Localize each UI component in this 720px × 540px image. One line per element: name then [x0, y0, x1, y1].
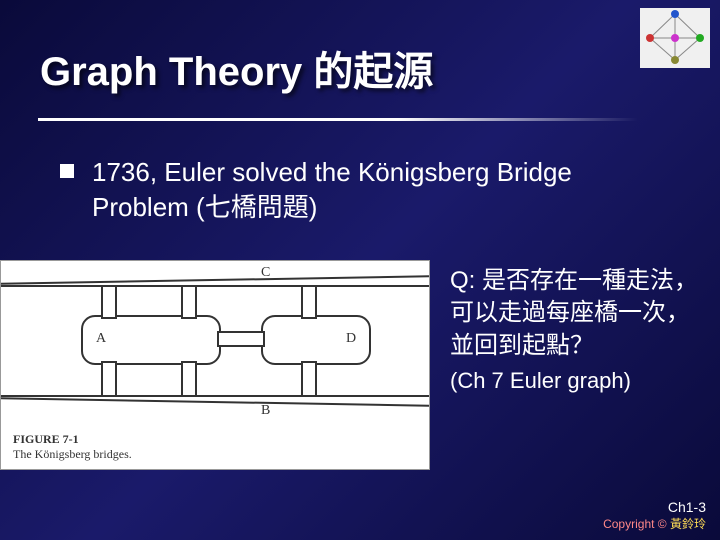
bullet-text: 1736, Euler solved the Königsberg Bridge… [92, 155, 660, 225]
slide-title: Graph Theory 的起源 [40, 50, 433, 94]
corner-graph-icon [640, 8, 710, 68]
figure-caption: FIGURE 7-1 The Königsberg bridges. [13, 432, 132, 463]
label-D: D [346, 331, 356, 347]
author-name: 黃鈴玲 [670, 517, 706, 531]
page-number: Ch1-3 [603, 499, 706, 515]
label-B: B [261, 403, 270, 419]
slide-footer: Ch1-3 Copyright © 黃鈴玲 [603, 499, 706, 532]
chapter-reference: (Ch 7 Euler graph) [450, 366, 700, 396]
bridges-figure: C A D B FIGURE 7-1 The Königsberg bridge… [0, 260, 430, 470]
copyright-label: Copyright © [603, 517, 667, 531]
title-underline [38, 118, 638, 121]
bullet-item: 1736, Euler solved the Königsberg Bridge… [60, 155, 660, 225]
label-C: C [261, 265, 270, 281]
label-A: A [96, 331, 106, 347]
question-text: Q: 是否存在一種走法，可以走過每座橋一次，並回到起點？ (Ch 7 Euler… [450, 265, 700, 396]
bullet-square-icon [60, 164, 74, 178]
